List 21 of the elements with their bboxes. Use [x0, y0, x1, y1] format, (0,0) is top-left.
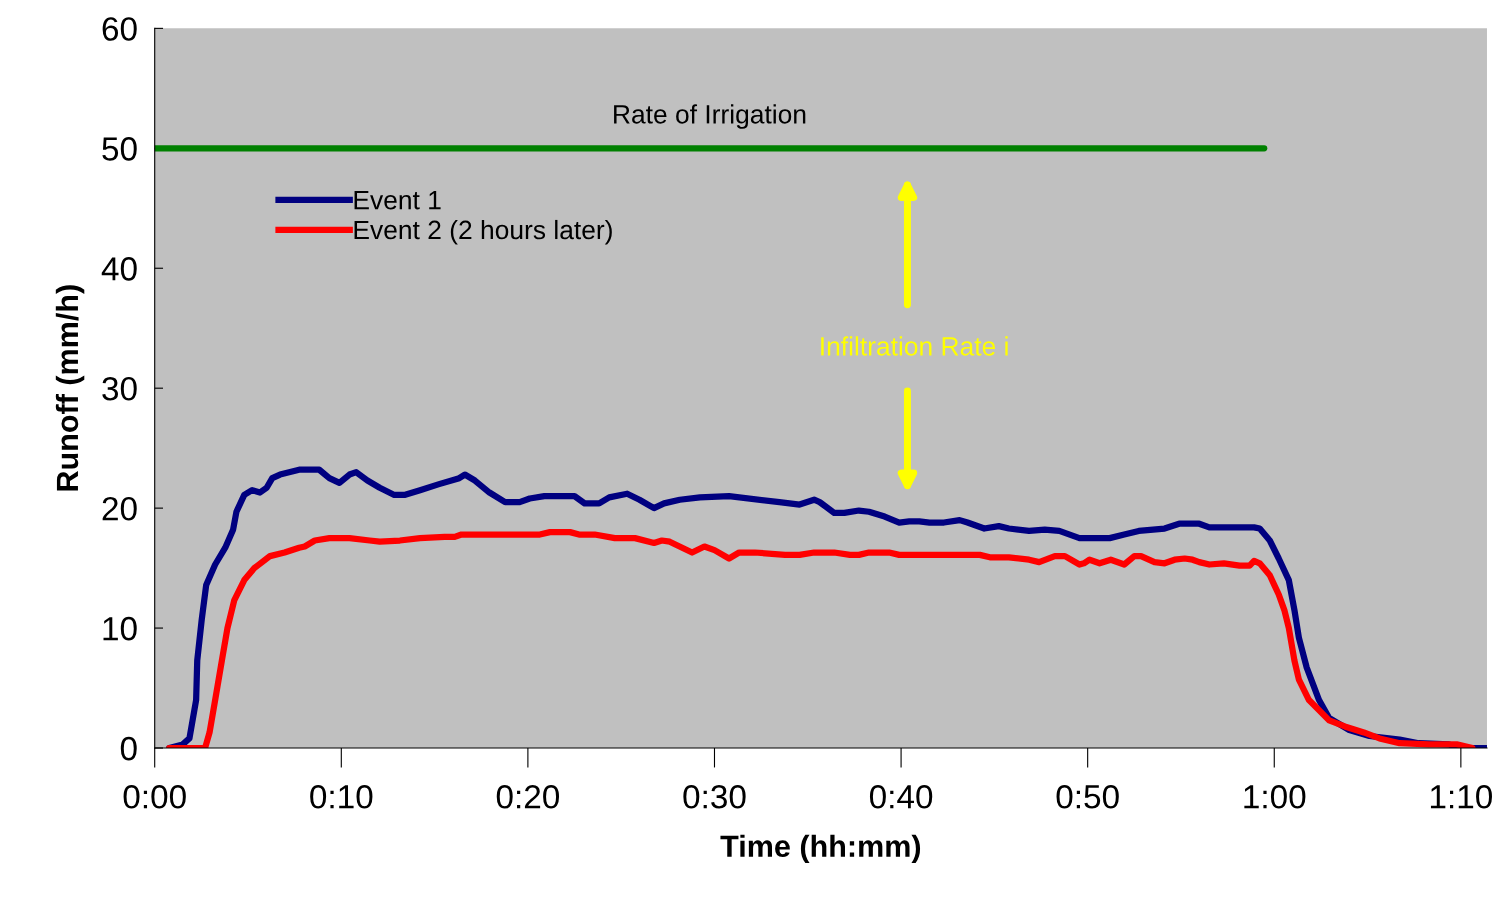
- series-label: Rate of Irrigation: [614, 104, 806, 129]
- x-tick-label: 0:00: [123, 785, 186, 809]
- legend-label: Event 2 (2 hours later): [354, 219, 612, 245]
- y-tick-label: 10: [103, 616, 137, 641]
- y-tick-label: 0: [120, 736, 137, 761]
- x-tick-label: 0:30: [683, 785, 746, 809]
- x-tick-label: 0:10: [310, 785, 373, 809]
- y-tick-label: 20: [102, 496, 137, 521]
- x-tick-label: 1:00: [1244, 785, 1306, 809]
- x-tick-label: 0:20: [496, 785, 560, 809]
- y-tick-label: 60: [102, 17, 137, 41]
- legend-label: Event 1: [354, 191, 441, 210]
- x-tick-label: 0:50: [1056, 785, 1119, 809]
- annotation: Infiltration Rate i: [821, 336, 1008, 356]
- x-tick-label: 1:10: [1430, 785, 1492, 809]
- x-axis-title: Time (hh:mm): [720, 834, 921, 864]
- y-axis-title: Runoff (mm/h): [55, 285, 85, 491]
- y-tick-label: 40: [101, 257, 137, 281]
- y-tick-label: 50: [102, 137, 137, 161]
- x-tick-label: 0:40: [869, 785, 933, 809]
- y-tick-label: 30: [102, 376, 137, 401]
